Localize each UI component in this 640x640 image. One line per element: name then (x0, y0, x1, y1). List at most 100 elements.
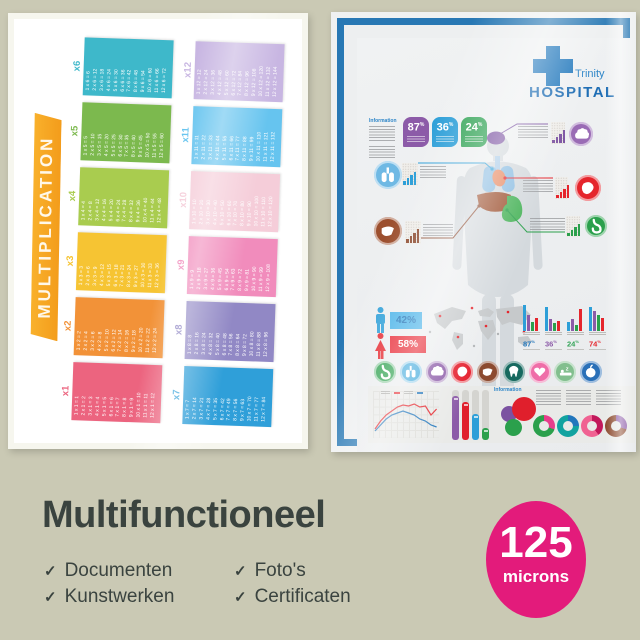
brain-organ (487, 131, 505, 145)
stat-group: 24% (567, 303, 584, 350)
laminated-hospital-infographic: Trinity HOSPITAL Information 87% 36% 24% (331, 12, 636, 452)
liver-caption (423, 224, 453, 237)
information-label-bottom: Information (494, 387, 522, 393)
lungs-circle-icon (374, 161, 402, 189)
mult-equation: 12 x 7 = 84 (260, 396, 268, 422)
stat-value: 74% (589, 337, 606, 350)
mult-equation: 12 x 9 = 108 (264, 264, 272, 292)
bar-fill (482, 428, 489, 440)
line-chart-legend (381, 391, 423, 394)
brain-caption (518, 126, 548, 140)
stat-value: 87% (523, 337, 540, 350)
checklist-label: Certificaten (254, 586, 351, 607)
bar-column (482, 390, 489, 440)
svg-text:z: z (565, 367, 568, 373)
placeholder-text-columns (536, 390, 621, 405)
mult-table-body: 1 x 11 = 11 2 x 11 = 22 3 x 11 = 33 4 x 11 … (191, 106, 283, 168)
mult-equation: 12 x 2 = 24 (151, 327, 159, 354)
check-icon: ✓ (234, 563, 247, 580)
checklist-label: Kunstwerken (64, 586, 175, 607)
checklist-item: ✓ Foto's (234, 558, 424, 584)
checklist-label: Foto's (254, 560, 306, 581)
heart-circle-icon (575, 175, 601, 201)
feature-checklist: ✓ Documenten ✓ Kunstwerken ✓ Foto's ✓ Certifica… (44, 558, 424, 610)
liver-icon (477, 361, 499, 383)
mult-equation: 12 x 10 = 120 (267, 196, 275, 228)
mult-table-x11: x11 1 x 11 = 11 2 x 11 = 22 3 x 11 = 33 4 x … (179, 106, 283, 168)
apple-icon (580, 361, 602, 383)
bar-fill (462, 402, 469, 440)
mult-table-x12: x12 1 x 12 = 12 2 x 12 = 24 3 x 12 = 36 4 x … (182, 41, 285, 103)
charts-panel: Information (368, 386, 635, 443)
stat-caption-lines (567, 332, 584, 336)
female-icon (375, 333, 386, 359)
stomach-caption (530, 218, 565, 231)
mult-equation: 12 x 11 = 132 (269, 131, 277, 163)
liver-mini-chart (405, 221, 421, 244)
male-icon (376, 307, 385, 333)
lungs-caption (420, 166, 446, 179)
tooth-icon (502, 361, 525, 383)
mult-equation: 12 x 1 = 12 (149, 392, 157, 419)
multiplication-title-ribbon: MULTIPLICATION (30, 113, 61, 341)
organ-icon-row: z (374, 361, 602, 383)
thickness-unit: microns (502, 567, 570, 586)
mult-table-body: 1 x 10 = 10 2 x 10 = 20 3 x 10 = 30 4 x 10 … (189, 171, 281, 233)
stat-bars (545, 303, 562, 331)
lungs-icon (399, 361, 422, 383)
brain-mini-chart (551, 122, 565, 144)
bar-column (462, 390, 469, 440)
sleep-icon: z (554, 361, 577, 383)
stomach-circle-icon (585, 215, 607, 237)
mult-table-x10: x10 1 x 10 = 10 2 x 10 = 20 3 x 10 = 30 4 x … (177, 171, 281, 233)
stat-value: 24% (567, 337, 584, 350)
stat-caption-lines (545, 332, 562, 336)
checklist-item: ✓ Documenten (44, 558, 234, 584)
stat-group: 74% (589, 303, 606, 350)
donut-chart (581, 415, 603, 437)
heart-caption (523, 180, 553, 193)
mult-equation: 12 x 3 = 36 (153, 263, 161, 289)
infographic-content: Trinity HOSPITAL Information 87% 36% 24% (357, 38, 636, 452)
bar-column (472, 390, 479, 440)
stat-bars (523, 303, 540, 331)
statistic-bar-groups: 87% 36% 24% 74% (523, 303, 606, 350)
mult-equation: 12 x 6 = 72 (160, 68, 168, 94)
bar-fill (452, 396, 459, 440)
page-title: Multifunctioneel (42, 494, 326, 536)
checklist-label: Documenten (64, 560, 173, 581)
check-icon: ✓ (44, 563, 57, 580)
stat-value: 36% (545, 337, 562, 350)
check-icon: ✓ (44, 589, 57, 606)
mult-equation: 12 x 4 = 48 (156, 198, 164, 224)
thickness-value: 125 (499, 518, 573, 567)
multiplication-title: MULTIPLICATION (34, 135, 57, 319)
brain-icon (425, 361, 448, 383)
stat-bars (567, 303, 584, 331)
donut-chart (557, 415, 579, 437)
mult-equation: 12 x 5 = 60 (158, 133, 166, 159)
bar-fill (472, 414, 479, 440)
bar-chart (452, 390, 489, 440)
